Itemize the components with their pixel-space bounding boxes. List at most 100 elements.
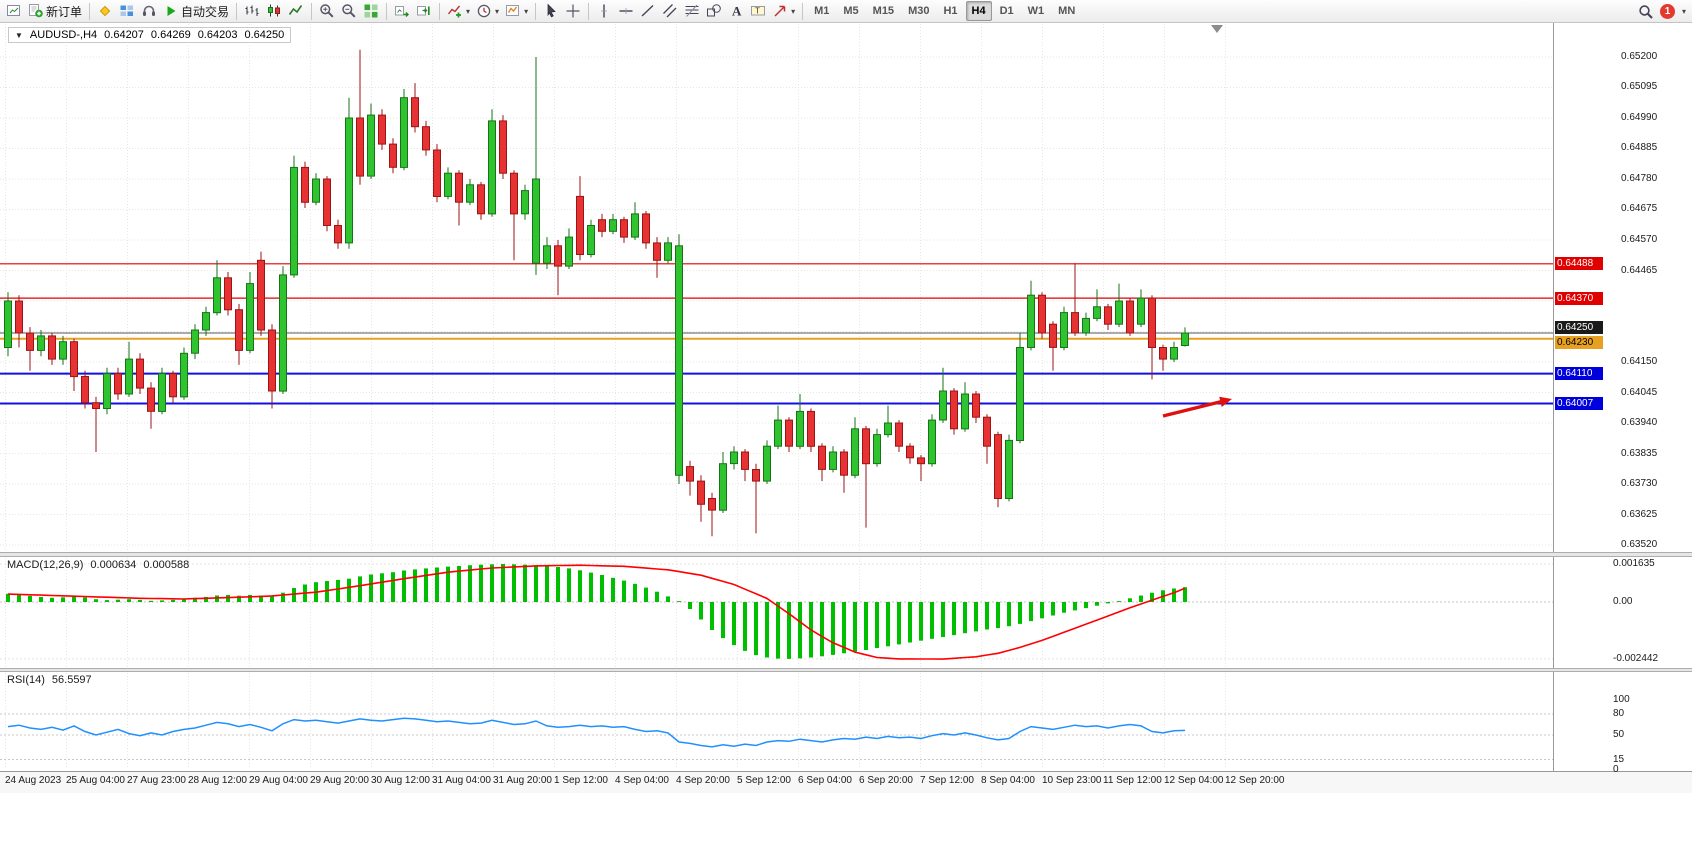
autotrading-button[interactable]: 自动交易 [160, 1, 232, 21]
price-scale-tick[interactable]: 0.64885 [1621, 142, 1658, 153]
chart-shift-button[interactable] [413, 1, 435, 21]
arrows-button[interactable]: ▾ [769, 1, 798, 21]
cursor-button[interactable] [540, 1, 562, 21]
timeframe-h4-button[interactable]: H4 [965, 1, 992, 21]
text-button[interactable]: A [725, 1, 747, 21]
price-scale-tick[interactable]: 0.63940 [1621, 417, 1658, 428]
price-scale-tick[interactable]: 0.64990 [1621, 112, 1658, 123]
candle-body [488, 120, 496, 215]
line-chart-button[interactable] [285, 1, 307, 21]
candle-body [1170, 347, 1178, 360]
text-label-button[interactable]: T [747, 1, 769, 21]
price-scale-tick[interactable]: 0.64675 [1621, 203, 1658, 214]
candle-body [312, 178, 320, 203]
candle-body [950, 390, 958, 430]
metaeditor-button[interactable] [94, 1, 116, 21]
price-scale-tick[interactable]: 0.63835 [1621, 448, 1658, 459]
tile-windows-button[interactable] [360, 1, 382, 21]
price-scale-tick[interactable]: 0.65095 [1621, 81, 1658, 92]
candle-body [543, 245, 551, 264]
trendline-button[interactable] [637, 1, 659, 21]
candlestick-chart-button[interactable] [263, 1, 285, 21]
timeframe-w1-button[interactable]: W1 [1027, 5, 1045, 17]
bars-icon [244, 3, 260, 19]
price-label-box: 0.64250 [1555, 321, 1603, 334]
time-scale-label: 24 Aug 2023 [5, 775, 62, 786]
timeframe-m1-button[interactable]: M1 [814, 5, 830, 17]
price-scale-tick[interactable]: 0.64780 [1621, 173, 1658, 184]
timeframe-d1-button[interactable]: D1 [999, 5, 1014, 17]
price-scale-tick[interactable]: 0.64570 [1621, 234, 1658, 245]
crosshair-button[interactable] [562, 1, 584, 21]
tiles-icon [363, 3, 379, 19]
fibonacci-button[interactable] [681, 1, 703, 21]
price-scale-tick[interactable]: 0.64150 [1621, 356, 1658, 367]
candle-body [708, 498, 716, 511]
time-axis[interactable] [0, 772, 1692, 793]
bar-chart-button[interactable] [241, 1, 263, 21]
panel-splitter-macd[interactable] [0, 552, 1692, 557]
toolbar-separator [236, 2, 238, 20]
price-scale-tick[interactable]: 0.64465 [1621, 265, 1658, 276]
chart-shift-marker[interactable] [1211, 25, 1223, 33]
time-scale-label: 27 Aug 23:00 [127, 775, 186, 786]
candle-body [26, 332, 34, 351]
timeframe-m15-button[interactable]: M15 [872, 5, 895, 17]
horizontal-line-button[interactable] [615, 1, 637, 21]
price-scale-tick[interactable]: 0.63520 [1621, 539, 1658, 550]
panel-splitter-rsi[interactable] [0, 668, 1692, 672]
candle-body [180, 352, 188, 398]
shapes-button[interactable] [703, 1, 725, 21]
toolbar-separator [535, 2, 537, 20]
channel-button[interactable] [659, 1, 681, 21]
candle-body [81, 376, 89, 404]
autoscroll-icon [394, 3, 410, 19]
candle-body [1148, 297, 1156, 349]
search-icon[interactable] [1638, 4, 1654, 20]
vertical-line-button[interactable] [593, 1, 615, 21]
toolbar-overflow-caret-icon[interactable]: ▾ [1681, 7, 1686, 16]
candle-body [719, 463, 727, 511]
periods-button[interactable]: ▾ [473, 1, 502, 21]
candle-body [1082, 317, 1090, 334]
candle-body [444, 172, 452, 197]
candle-body [664, 242, 672, 261]
zoom-in-button[interactable] [316, 1, 338, 21]
timeframe-m5-button[interactable]: M5 [843, 5, 859, 17]
market-watch-button[interactable] [116, 1, 138, 21]
candle-body [1049, 323, 1057, 348]
notification-badge[interactable]: 1 [1659, 4, 1675, 19]
price-scale-tick[interactable]: 0.63730 [1621, 478, 1658, 489]
toolbar-separator [802, 2, 804, 20]
new-order-button[interactable]: 新订单 [25, 1, 85, 21]
chart-window-button[interactable] [3, 1, 25, 21]
candle-body [37, 335, 45, 351]
chart-low-value: 0.64203 [197, 29, 238, 41]
toolbar-separator [89, 2, 91, 20]
auto-scroll-button[interactable] [391, 1, 413, 21]
price-scale-tick[interactable]: 0.65200 [1621, 51, 1658, 62]
toolbar-right-group: 1 ▾ [1638, 0, 1686, 23]
candle-body [92, 402, 100, 410]
indicators-button[interactable]: ▾ [444, 1, 473, 21]
candle-body [807, 410, 815, 447]
timeframe-m30-button[interactable]: M30 [908, 5, 930, 17]
price-scale-tick[interactable]: 0.64045 [1621, 387, 1658, 398]
candle-body [4, 300, 12, 348]
time-scale-label: 31 Aug 20:00 [493, 775, 552, 786]
timeframe-mn-button[interactable]: MN [1058, 5, 1076, 17]
zoom-out-button[interactable] [338, 1, 360, 21]
candle-body [1038, 294, 1046, 334]
dropdown-caret-icon: ▾ [466, 6, 471, 16]
textlabel-icon: T [750, 3, 766, 19]
templates-button[interactable]: ▾ [502, 1, 531, 21]
timeframe-h1-button[interactable]: H1 [943, 5, 958, 17]
candle-body [730, 451, 738, 465]
one-click-trading-toggle[interactable]: ▼ [15, 30, 23, 40]
candle-body [290, 166, 298, 276]
price-scale-tick[interactable]: 0.63625 [1621, 509, 1658, 520]
candle-body [939, 390, 947, 421]
data-window-button[interactable] [138, 1, 160, 21]
candle-body [422, 126, 430, 151]
